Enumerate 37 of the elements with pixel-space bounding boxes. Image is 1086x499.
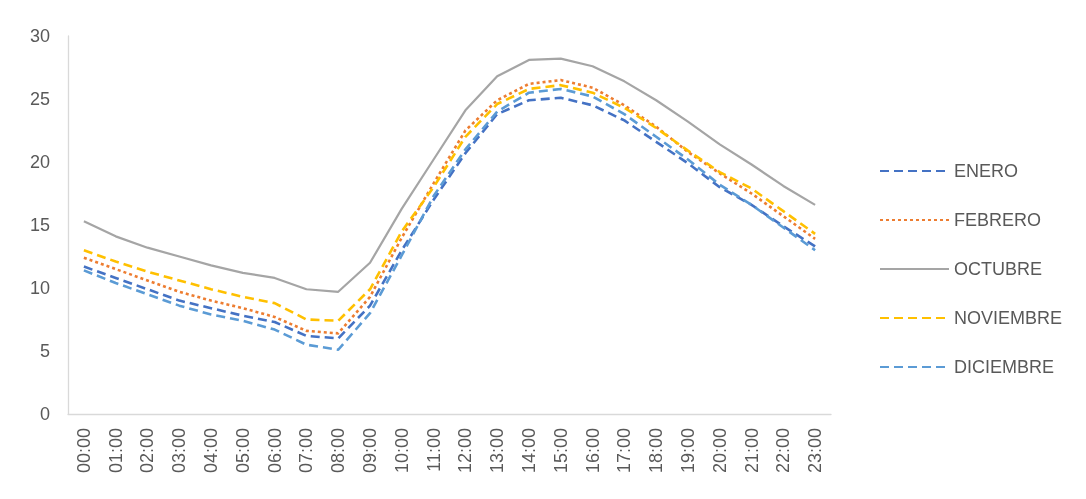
x-tick-label: 14:00 <box>518 428 539 474</box>
x-tick-label: 11:00 <box>423 428 444 472</box>
x-tick-label: 20:00 <box>709 428 730 474</box>
y-tick-label: 15 <box>29 215 50 235</box>
x-tick-label: 22:00 <box>773 428 794 474</box>
x-tick-label: 19:00 <box>677 428 698 474</box>
x-tick-label: 03:00 <box>169 428 190 474</box>
legend-label: DICIEMBRE <box>954 357 1055 377</box>
x-tick-label: 12:00 <box>455 428 476 474</box>
x-tick-label: 02:00 <box>137 428 158 474</box>
x-tick-label: 15:00 <box>550 428 571 474</box>
legend-label: FEBRERO <box>954 210 1042 230</box>
legend-label: NOVIEMBRE <box>954 308 1063 328</box>
legend-label: ENERO <box>954 161 1019 181</box>
legend-label: OCTUBRE <box>954 259 1043 279</box>
x-tick-label: 13:00 <box>487 428 508 474</box>
y-tick-label: 25 <box>29 89 50 109</box>
y-tick-label: 5 <box>39 341 50 361</box>
x-tick-label: 08:00 <box>328 428 349 474</box>
y-tick-label: 10 <box>29 278 50 298</box>
x-tick-label: 10:00 <box>391 428 412 474</box>
y-tick-label: 20 <box>29 152 50 172</box>
x-tick-label: 01:00 <box>105 428 126 474</box>
x-tick-label: 16:00 <box>582 428 603 474</box>
x-tick-label: 18:00 <box>646 428 667 474</box>
x-tick-label: 06:00 <box>264 428 285 474</box>
y-tick-label: 30 <box>29 26 50 46</box>
line-series <box>82 57 817 293</box>
y-tick-label: 0 <box>39 404 50 424</box>
x-tick-label: 17:00 <box>614 428 635 474</box>
x-tick-label: 09:00 <box>360 428 381 474</box>
x-tick-label: 00:00 <box>73 428 94 474</box>
x-tick-label: 23:00 <box>805 428 826 474</box>
x-tick-label: 05:00 <box>232 428 253 474</box>
x-tick-label: 04:00 <box>201 428 222 474</box>
x-tick-label: 21:00 <box>741 428 762 474</box>
x-tick-label: 07:00 <box>296 428 317 474</box>
